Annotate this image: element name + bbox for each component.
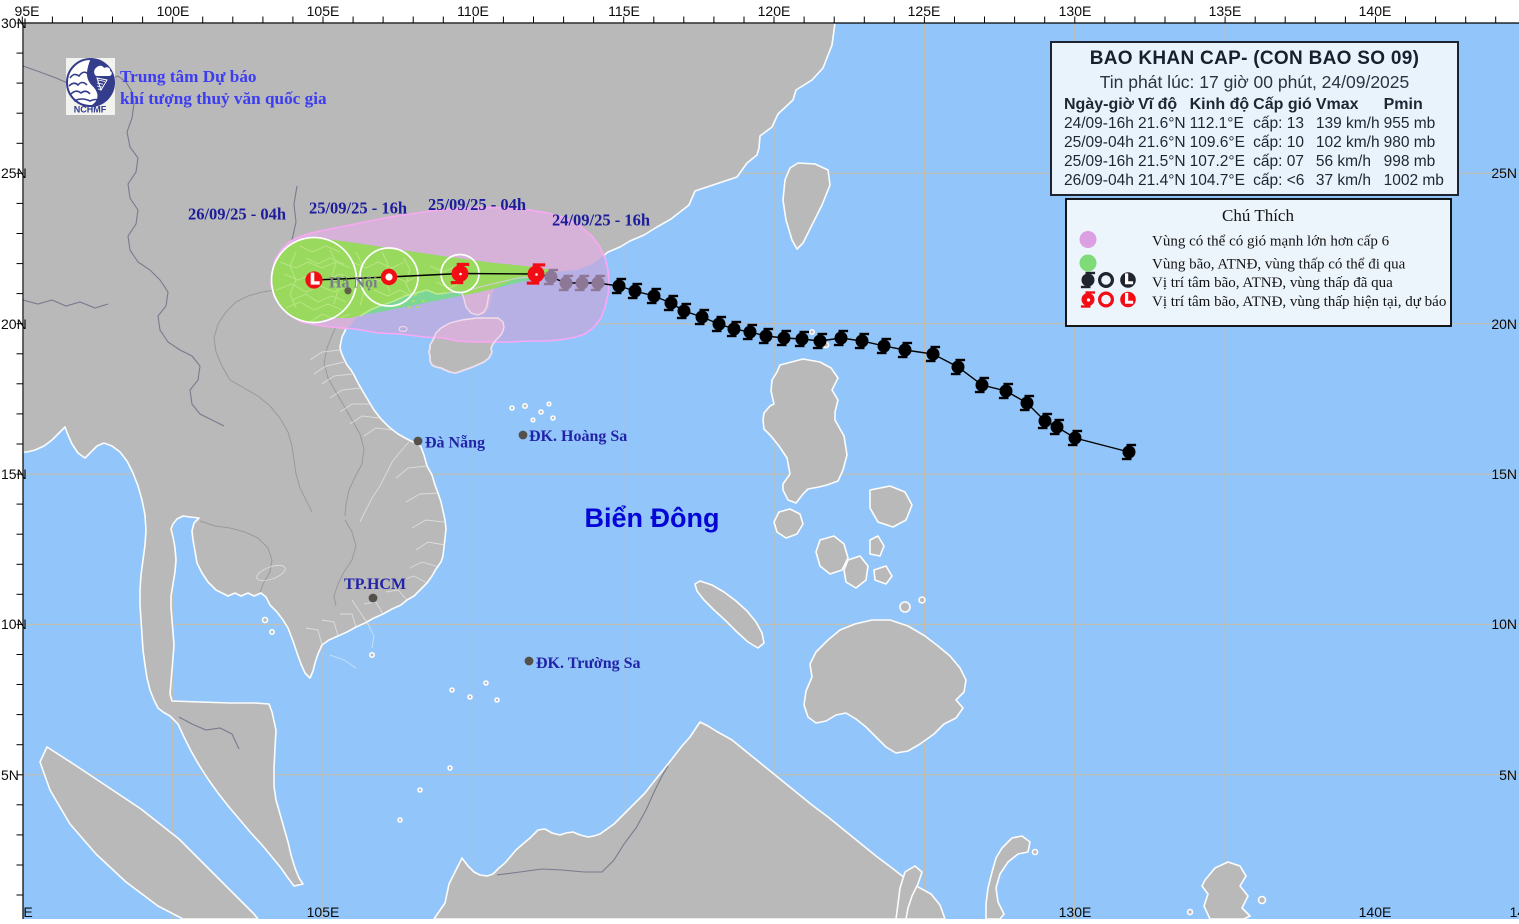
svg-text:Hà Nội: Hà Nội xyxy=(329,275,378,292)
svg-text:130E: 130E xyxy=(1059,3,1092,19)
svg-text:Trung tâm Dự báo: Trung tâm Dự báo xyxy=(120,67,257,86)
svg-text:105E: 105E xyxy=(307,904,340,919)
svg-text:5N: 5N xyxy=(1499,767,1517,783)
svg-text:Vị trí tâm bão, ATNĐ, vùng thấ: Vị trí tâm bão, ATNĐ, vùng thấp hiện tại… xyxy=(1152,294,1446,310)
svg-text:25/09/25 - 16h: 25/09/25 - 16h xyxy=(309,199,407,218)
svg-text:Biển Đông: Biển Đông xyxy=(585,503,720,533)
svg-text:20N: 20N xyxy=(1,316,27,332)
svg-text:140E: 140E xyxy=(1359,3,1392,19)
svg-text:E: E xyxy=(23,904,32,919)
svg-text:145E: 145E xyxy=(1510,904,1519,919)
svg-text:ĐK. Hoàng Sa: ĐK. Hoàng Sa xyxy=(529,428,627,445)
svg-text:100E: 100E xyxy=(157,3,190,19)
svg-text:24/09/25 - 16h: 24/09/25 - 16h xyxy=(552,211,650,230)
svg-text:30N: 30N xyxy=(1,15,27,31)
svg-text:125E: 125E xyxy=(908,3,941,19)
svg-text:25/09/25 - 04h: 25/09/25 - 04h xyxy=(428,195,526,214)
svg-text:NCHMF: NCHMF xyxy=(74,105,107,115)
svg-text:10N: 10N xyxy=(1,616,27,632)
svg-text:10N: 10N xyxy=(1491,616,1517,632)
svg-text:15N: 15N xyxy=(1491,466,1517,482)
svg-text:Vị trí tâm bão, ATNĐ, vùng thấ: Vị trí tâm bão, ATNĐ, vùng thấp đã qua xyxy=(1152,275,1393,291)
svg-text:140E: 140E xyxy=(1359,904,1392,919)
svg-text:Vùng bão, ATNĐ, vùng thấp có t: Vùng bão, ATNĐ, vùng thấp có thể đi qua xyxy=(1152,257,1406,273)
svg-text:110E: 110E xyxy=(457,3,489,19)
svg-text:Vùng có thể có gió mạnh lớn hơ: Vùng có thể có gió mạnh lớn hơn cấp 6 xyxy=(1152,234,1390,250)
svg-text:26/09/25 - 04h: 26/09/25 - 04h xyxy=(188,205,286,224)
svg-text:95E: 95E xyxy=(15,3,40,19)
svg-text:105E: 105E xyxy=(307,3,340,19)
svg-text:135E: 135E xyxy=(1209,3,1242,19)
svg-text:115E: 115E xyxy=(608,3,640,19)
svg-text:ĐK. Trường Sa: ĐK. Trường Sa xyxy=(536,655,641,672)
svg-text:TP.HCM: TP.HCM xyxy=(344,576,406,593)
svg-text:khí tượng thuỷ văn quốc gia: khí tượng thuỷ văn quốc gia xyxy=(120,89,327,108)
svg-text:5N: 5N xyxy=(1,767,19,783)
svg-text:130E: 130E xyxy=(1059,904,1092,919)
svg-text:25N: 25N xyxy=(1491,165,1517,181)
svg-text:15N: 15N xyxy=(1,466,27,482)
svg-text:20N: 20N xyxy=(1491,316,1517,332)
svg-text:Đà Nẵng: Đà Nẵng xyxy=(425,435,485,452)
svg-text:120E: 120E xyxy=(758,3,791,19)
svg-text:25N: 25N xyxy=(1,165,27,181)
svg-text:Chú Thích: Chú Thích xyxy=(1222,206,1294,225)
